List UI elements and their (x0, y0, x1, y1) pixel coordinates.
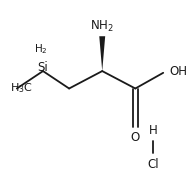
Text: O: O (131, 131, 140, 144)
Text: H$_2$: H$_2$ (34, 42, 47, 56)
Text: H$_3$C: H$_3$C (10, 82, 33, 95)
Text: Si: Si (38, 61, 48, 74)
Text: H: H (148, 124, 157, 137)
Polygon shape (99, 36, 105, 71)
Text: Cl: Cl (147, 158, 158, 171)
Text: OH: OH (169, 65, 187, 78)
Text: NH$_2$: NH$_2$ (90, 19, 114, 34)
